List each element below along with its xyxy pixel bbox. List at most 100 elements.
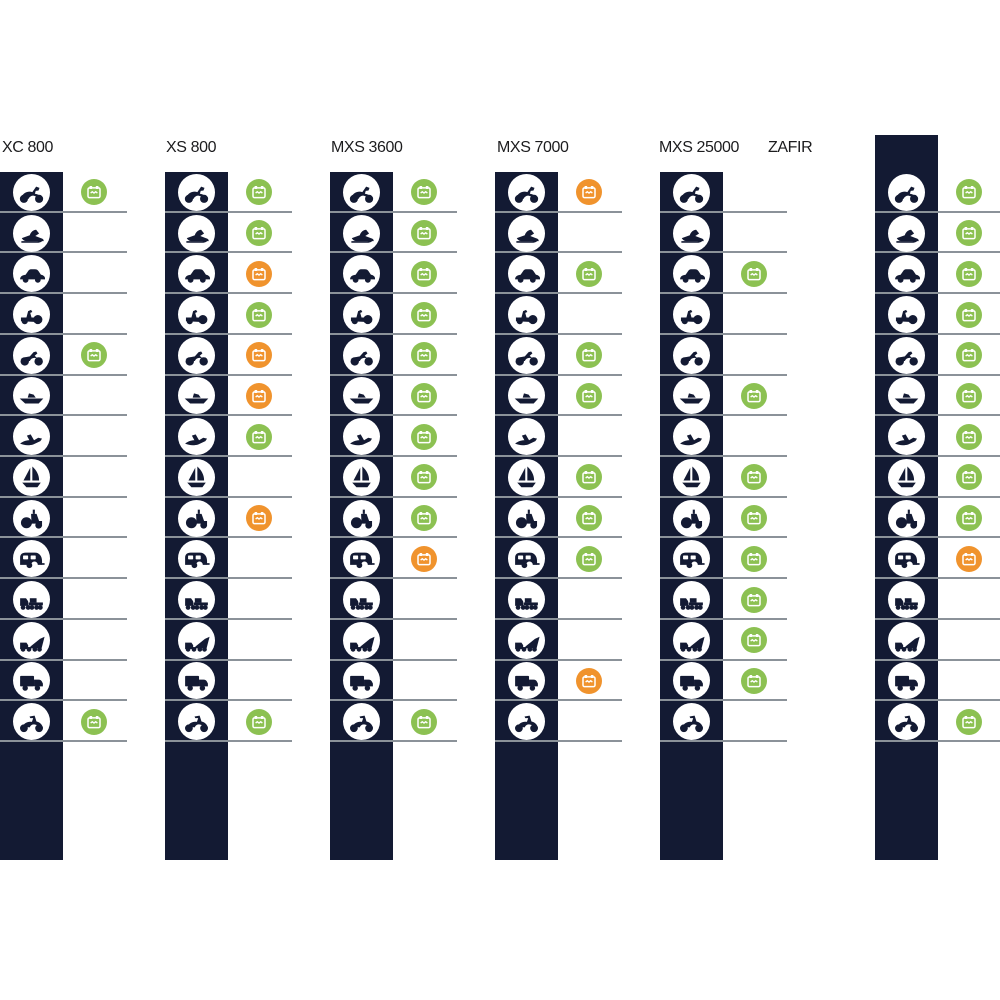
- battery-icon-green: [576, 342, 602, 369]
- vehicle-badge-tractor: [178, 499, 215, 537]
- tipper-truck-icon: [893, 627, 920, 654]
- row-divider: [495, 251, 622, 254]
- motorcycle-icon: [348, 179, 375, 206]
- row-divider: [660, 699, 787, 702]
- vehicle-badge-atv-quad: [178, 336, 215, 374]
- vehicle-badge-snowmobile: [13, 214, 50, 252]
- battery-icon: [960, 306, 978, 324]
- column-header-mxs-7000: MXS 7000: [497, 139, 569, 156]
- battery-icon-orange: [246, 342, 272, 369]
- row-divider: [330, 373, 457, 376]
- row-divider: [330, 455, 457, 457]
- row-divider: [0, 251, 127, 254]
- vehicle-badge-semi-trailer-truck: [888, 581, 925, 618]
- battery-icon: [250, 265, 268, 283]
- battery-icon-green: [411, 382, 437, 409]
- vehicle-badge-jet-ski: [13, 418, 50, 456]
- lawn-tractor-icon: [513, 301, 540, 328]
- vehicle-badge-tractor: [888, 499, 925, 537]
- car-icon: [678, 260, 705, 287]
- battery-icon-green: [81, 708, 107, 735]
- motorboat-icon: [348, 382, 375, 409]
- vehicle-badge-tractor: [673, 499, 710, 537]
- semi-trailer-truck-icon: [18, 586, 45, 613]
- vehicle-badge-motorcycle: [178, 173, 215, 211]
- atv-quad-icon: [678, 342, 705, 369]
- vehicle-badge-semi-trailer-truck: [178, 581, 215, 618]
- vehicle-badge-moped: [508, 703, 545, 741]
- vehicle-badge-box-van: [673, 662, 710, 700]
- battery-icon-green: [81, 179, 107, 206]
- vehicle-badge-atv-quad: [673, 336, 710, 374]
- tipper-truck-icon: [18, 627, 45, 654]
- vehicle-badge-lawn-tractor: [13, 296, 50, 333]
- battery-icon: [415, 387, 433, 405]
- battery-icon: [580, 468, 598, 486]
- jet-ski-icon: [18, 423, 45, 450]
- battery-icon: [85, 713, 103, 731]
- vehicle-badge-sailboat: [508, 458, 545, 496]
- row-divider: [495, 210, 622, 213]
- battery-icon: [960, 183, 978, 201]
- battery-icon: [960, 468, 978, 486]
- vehicle-badge-motorboat: [888, 377, 925, 415]
- column-header-zafir: ZAFIR: [768, 139, 813, 156]
- atv-quad-icon: [348, 342, 375, 369]
- vehicle-badge-car: [673, 255, 710, 293]
- battery-icon-green: [956, 220, 982, 247]
- row-divider: [875, 332, 1000, 335]
- battery-icon: [960, 346, 978, 364]
- row-divider: [0, 495, 127, 498]
- vehicle-badge-sailboat: [888, 458, 925, 496]
- battery-icon: [415, 468, 433, 486]
- vehicle-badge-motorcycle: [673, 173, 710, 211]
- battery-icon-green: [576, 505, 602, 532]
- moped-icon: [678, 708, 705, 735]
- battery-icon: [580, 672, 598, 690]
- box-van-icon: [183, 667, 210, 694]
- vehicle-badge-moped: [343, 703, 380, 741]
- row-divider: [875, 577, 1000, 580]
- row-divider: [165, 617, 292, 620]
- battery-icon: [580, 346, 598, 364]
- lawn-tractor-icon: [678, 301, 705, 328]
- battery-icon: [250, 713, 268, 731]
- row-divider: [495, 699, 622, 702]
- motorcycle-icon: [18, 179, 45, 206]
- semi-trailer-truck-icon: [678, 586, 705, 613]
- row-divider: [660, 536, 787, 539]
- row-divider: [875, 292, 1000, 295]
- battery-icon-green: [741, 382, 767, 409]
- row-divider: [0, 617, 127, 620]
- row-divider: [495, 536, 622, 539]
- battery-icon: [415, 550, 433, 568]
- row-divider: [875, 658, 1000, 661]
- battery-icon-green: [411, 505, 437, 532]
- vehicle-badge-semi-trailer-truck: [13, 581, 50, 618]
- row-divider: [0, 740, 127, 742]
- row-divider: [0, 292, 127, 295]
- row-divider: [0, 577, 127, 580]
- vehicle-badge-car: [13, 255, 50, 293]
- battery-icon-green: [741, 627, 767, 654]
- row-divider: [660, 373, 787, 376]
- row-divider: [0, 455, 127, 457]
- vehicle-badge-jet-ski: [343, 418, 380, 456]
- lawn-tractor-icon: [893, 301, 920, 328]
- vehicle-badge-caravan: [13, 540, 50, 578]
- vehicle-badge-atv-quad: [888, 336, 925, 374]
- row-divider: [495, 455, 622, 457]
- semi-trailer-truck-icon: [348, 586, 375, 613]
- battery-icon-green: [411, 464, 437, 491]
- box-van-icon: [678, 667, 705, 694]
- row-divider: [165, 536, 292, 539]
- battery-icon: [960, 550, 978, 568]
- vehicle-badge-tractor: [343, 499, 380, 537]
- row-divider: [660, 455, 787, 457]
- battery-icon-green: [741, 545, 767, 572]
- vehicle-badge-atv-quad: [343, 336, 380, 374]
- battery-icon-green: [956, 301, 982, 328]
- battery-icon: [415, 306, 433, 324]
- row-divider: [0, 210, 127, 213]
